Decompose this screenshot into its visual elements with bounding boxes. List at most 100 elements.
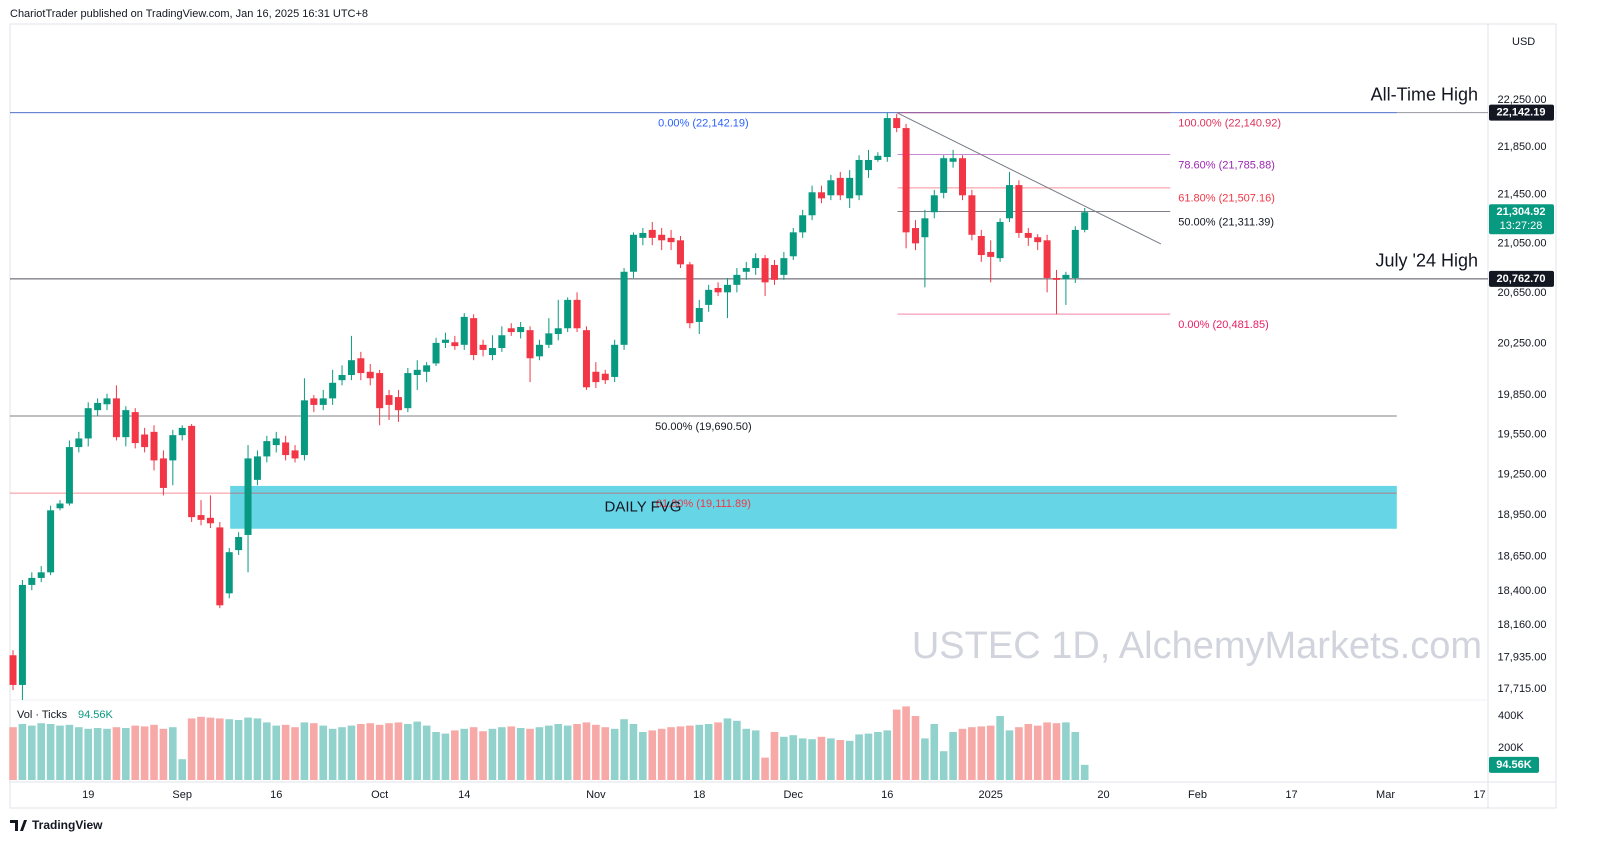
volume-bar (1080, 764, 1089, 780)
volume-bar (46, 724, 55, 780)
candle-body (9, 655, 17, 685)
candle-body (639, 232, 647, 238)
candle-body (921, 218, 929, 238)
trend-line (896, 112, 1162, 245)
volume-bar (140, 726, 149, 780)
y-tick-label: 22,250.00 (1498, 94, 1547, 106)
candle-body (1062, 274, 1070, 280)
volume-bar (516, 728, 525, 780)
volume-bar (1024, 724, 1033, 780)
candle-body (770, 264, 778, 280)
y-tick-label: 19,850.00 (1498, 389, 1547, 401)
x-tick-label: Feb (1188, 789, 1207, 801)
volume-bar (874, 732, 882, 780)
reference-label: July '24 High (1376, 251, 1479, 271)
fib-label: 61.80% (21,507.16) (1178, 193, 1275, 205)
volume-bar (996, 716, 1004, 780)
candle-body (780, 258, 788, 275)
volume-bar (328, 728, 337, 780)
candle-body (1071, 229, 1079, 278)
watermark: USTEC 1D, AlchemyMarkets.com (912, 625, 1482, 667)
candle-body (535, 344, 543, 357)
candle-body (526, 330, 534, 359)
fib-label: 0.00% (20,481.85) (1178, 319, 1269, 331)
volume-bar (385, 723, 393, 780)
price-marker-label: 20,762.70 (1497, 273, 1546, 285)
volume-bar (507, 726, 516, 780)
x-tick-label: Oct (371, 789, 388, 801)
candle-body (141, 434, 149, 448)
volume-bar (1033, 725, 1042, 780)
candle-body (235, 537, 243, 551)
volume-bar (1043, 722, 1051, 780)
candle-body (1015, 185, 1023, 233)
volume-bar (375, 724, 384, 780)
candle-body (291, 450, 299, 459)
candle-body (263, 441, 271, 457)
volume-bar (958, 728, 967, 780)
candle-body (836, 177, 844, 196)
fib-label: 50.00% (21,311.39) (1178, 216, 1274, 228)
candle-body (902, 128, 910, 233)
volume-bar (780, 736, 788, 780)
volume-bar (554, 724, 563, 780)
volume-bar (413, 721, 422, 780)
x-tick-label: 16 (881, 789, 893, 801)
x-tick-label: 14 (458, 789, 470, 801)
volume-bar (357, 724, 365, 780)
volume-bar (751, 730, 760, 780)
candle-body (545, 333, 553, 345)
candle-body (178, 427, 186, 436)
volume-bar (9, 727, 17, 780)
volume-bar (657, 728, 666, 780)
volume-bar (206, 717, 215, 780)
y-tick-label: 20,250.00 (1498, 337, 1547, 349)
candle-body (723, 284, 731, 293)
volume-bar (864, 733, 873, 780)
volume-bar (949, 732, 957, 780)
volume-bar (545, 725, 553, 780)
fib-label: 100.00% (22,140.92) (1178, 118, 1281, 130)
volume-bar (648, 730, 657, 780)
fib-label: 61.80% (19,111.89) (656, 498, 751, 510)
volume-bar (704, 724, 713, 780)
candle-body (197, 515, 205, 520)
candle-body (423, 365, 431, 372)
volume-bar (798, 738, 807, 780)
volume-bar (761, 757, 769, 780)
candle-body (357, 358, 365, 374)
volume-bar (84, 728, 93, 780)
candle-body (817, 192, 825, 199)
volume-bar (817, 736, 826, 780)
volume-bar (639, 732, 647, 780)
x-tick-label: 17 (1473, 789, 1485, 801)
candle-body (376, 373, 384, 409)
volume-bar (620, 719, 628, 780)
volume-bar (968, 727, 976, 780)
x-tick-label: Nov (586, 789, 606, 801)
price-marker (1489, 270, 1554, 287)
candle-body (253, 456, 261, 480)
candle-body (319, 398, 327, 405)
volume-bar (131, 725, 140, 780)
volume-bar (563, 725, 572, 780)
candle-body (648, 229, 656, 238)
candle-body (225, 552, 233, 594)
volume-bar (1052, 723, 1061, 780)
fib-label: 50.00% (19,690.50) (655, 421, 752, 433)
y-tick-label: 17,715.00 (1498, 683, 1547, 695)
candle-body (742, 268, 750, 272)
x-tick-label: 20 (1097, 789, 1109, 801)
volume-bar (93, 728, 102, 780)
candle-body (564, 299, 572, 329)
volume-bar (845, 740, 854, 780)
candle-body (827, 180, 835, 196)
volume-bar (535, 727, 544, 780)
y-tick-label: 20,650.00 (1498, 287, 1547, 299)
volume-legend-value: 94.56K (78, 709, 114, 721)
candle-body (216, 527, 224, 606)
y-tick-label: 18,650.00 (1498, 550, 1547, 562)
volume-bar (883, 730, 892, 780)
y-tick-label: 21,050.00 (1498, 237, 1547, 249)
